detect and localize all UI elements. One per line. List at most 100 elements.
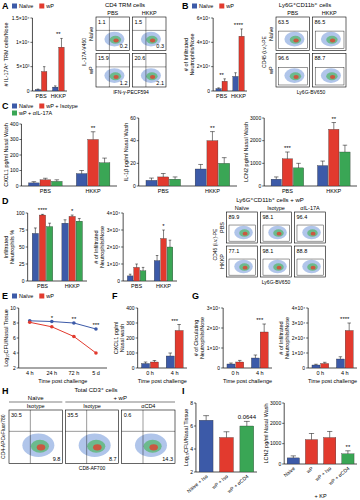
gate-value: 0.6 [124, 412, 132, 418]
tick-label: 300 [126, 320, 135, 326]
plot-area [28, 319, 98, 355]
error-bar [332, 123, 336, 130]
gate-value: 14.3 [162, 456, 173, 462]
tick-label: 0 [133, 183, 136, 189]
error-cap [37, 89, 39, 90]
error-bar [203, 416, 209, 421]
error-line [136, 264, 137, 267]
gate [229, 225, 256, 241]
bar-chart: ANaïvewP# IL-17A⁺ TRM cells/Nose05×10³1×… [2, 1, 67, 99]
annotation: *** [284, 145, 292, 151]
quadrant-line [96, 66, 130, 67]
plot-area [271, 123, 350, 186]
axis-title: LCN2 pg/ml Nasal Wash [263, 403, 269, 463]
tick-label: 3×10⁴ [292, 320, 305, 326]
category-label: HKKP [86, 188, 101, 194]
y-tick [121, 281, 123, 282]
gate-value: 9.8 [53, 456, 61, 462]
density [37, 444, 46, 450]
density [93, 444, 102, 450]
panel-label: H [2, 386, 9, 396]
tick-label: 0 [22, 278, 25, 284]
bar [219, 163, 230, 186]
error-cap [332, 122, 336, 123]
gate-value: 2.1 [156, 80, 164, 86]
line [30, 321, 96, 329]
error-bar [198, 164, 203, 169]
plot-frame [276, 17, 310, 51]
plot-frame [96, 54, 130, 88]
y-tick [306, 368, 308, 369]
y-tick [137, 118, 139, 119]
tick-label: 100 [16, 210, 25, 216]
gate-value: 35.5 [67, 412, 78, 418]
plot-frame [313, 54, 347, 88]
plot-area [32, 214, 82, 281]
bar [127, 276, 133, 281]
plot-frame [261, 212, 292, 243]
row-label: wP [268, 66, 274, 75]
tick-label: 2 [13, 365, 16, 371]
bar [282, 159, 292, 186]
axis-title: Neutrophils/Nose [99, 226, 105, 268]
tick-label: 40 [130, 137, 136, 143]
density [326, 36, 337, 44]
error-line [157, 256, 158, 261]
plot-frame [295, 212, 326, 243]
density [330, 38, 335, 42]
flow-plot [227, 212, 258, 243]
y-tick [19, 186, 21, 187]
category-label: HKKP [205, 188, 220, 194]
point [50, 325, 54, 329]
gate-value: 1.5 [135, 19, 143, 25]
plot-bg [295, 246, 326, 277]
y-tick [121, 230, 123, 231]
legend-label: wP [45, 3, 54, 9]
error-cap [285, 152, 289, 153]
point [72, 335, 76, 339]
error-cap [323, 362, 327, 363]
error-bar [161, 174, 166, 177]
y-tick [121, 213, 123, 214]
gate-value: 77.1 [229, 248, 240, 254]
density [135, 433, 167, 456]
error-bar [320, 161, 324, 166]
error-line [79, 218, 80, 221]
annotation: ** [346, 444, 351, 450]
axis-title: IFN-γ-PECF594 [113, 89, 149, 95]
gate [263, 259, 290, 275]
line [30, 322, 96, 353]
bar [220, 438, 234, 473]
axis-title: Time post challenge [38, 378, 87, 384]
y-tick [137, 163, 139, 164]
quadrant-line [86, 410, 87, 463]
quadrant-line [122, 431, 175, 432]
group-line [65, 402, 175, 403]
error-line [175, 177, 176, 179]
bar [146, 180, 157, 186]
y-tick [211, 91, 213, 92]
error-bar [48, 223, 51, 226]
bar [216, 89, 221, 91]
error-cap [161, 173, 166, 174]
quadrant-line [96, 30, 130, 31]
gate [279, 31, 308, 48]
error-bar [309, 434, 314, 440]
error-cap [345, 450, 350, 451]
y-tick [137, 140, 139, 141]
quadrant-line [30, 410, 31, 463]
y-tick [30, 42, 32, 43]
flow-plot [313, 17, 347, 51]
category-label: PBS [131, 283, 142, 289]
error-cap [168, 353, 172, 354]
error-line [340, 357, 341, 359]
error-bar [314, 364, 318, 366]
y-tick [306, 323, 308, 324]
bar [236, 362, 244, 368]
axis-title: Ly6G-BV650 [262, 279, 291, 285]
axis-title: CD45 (i.v.)-PE [261, 35, 267, 68]
y-tick [282, 423, 284, 424]
bar [46, 227, 52, 281]
error-bar [345, 451, 350, 454]
error-bar [43, 67, 45, 72]
